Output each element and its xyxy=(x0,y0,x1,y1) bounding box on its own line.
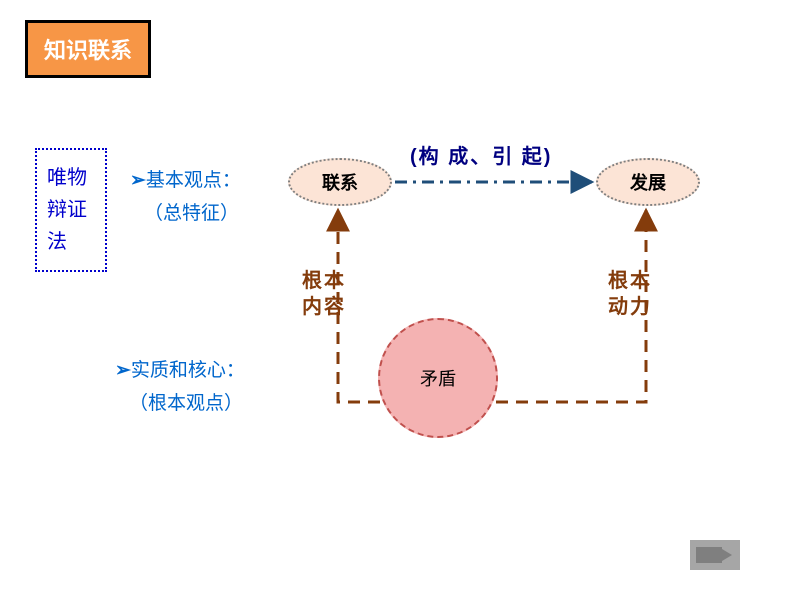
side-dotted-text: 唯物辩证法 xyxy=(47,167,87,253)
title-box: 知识联系 xyxy=(25,20,151,78)
node-fazhan: 发展 xyxy=(596,158,700,206)
edge-top-label: (构 成、引 起) xyxy=(410,140,552,169)
bullet-icon: ➢ xyxy=(115,360,131,381)
label-basic-view-line2: （总特征） xyxy=(130,198,241,225)
node-maodun-text: 矛盾 xyxy=(420,365,456,391)
label-essence-core: ➢实质和核心： （根本观点） xyxy=(115,355,245,415)
label-essence-line2: （根本观点） xyxy=(115,388,245,415)
side-dotted-box: 唯物辩证法 xyxy=(35,148,107,272)
node-maodun: 矛盾 xyxy=(378,318,498,438)
label-essence-line1: ➢实质和核心： xyxy=(115,355,245,382)
camera-icon[interactable] xyxy=(690,540,740,570)
edge-left-label: 根内 本容 xyxy=(302,268,344,320)
node-fazhan-text: 发展 xyxy=(630,169,666,195)
edge-right-label: 根动 本力 xyxy=(608,268,650,320)
node-lianxi: 联系 xyxy=(288,158,392,206)
connectors-svg xyxy=(0,0,800,600)
bullet-icon: ➢ xyxy=(130,170,146,191)
title-text: 知识联系 xyxy=(44,38,132,63)
node-lianxi-text: 联系 xyxy=(322,169,358,195)
camera-body-shape xyxy=(696,547,722,563)
edge-left-path xyxy=(338,210,380,402)
label-basic-view-line1: ➢基本观点： xyxy=(130,165,241,192)
label-basic-view: ➢基本观点： （总特征） xyxy=(130,165,241,225)
